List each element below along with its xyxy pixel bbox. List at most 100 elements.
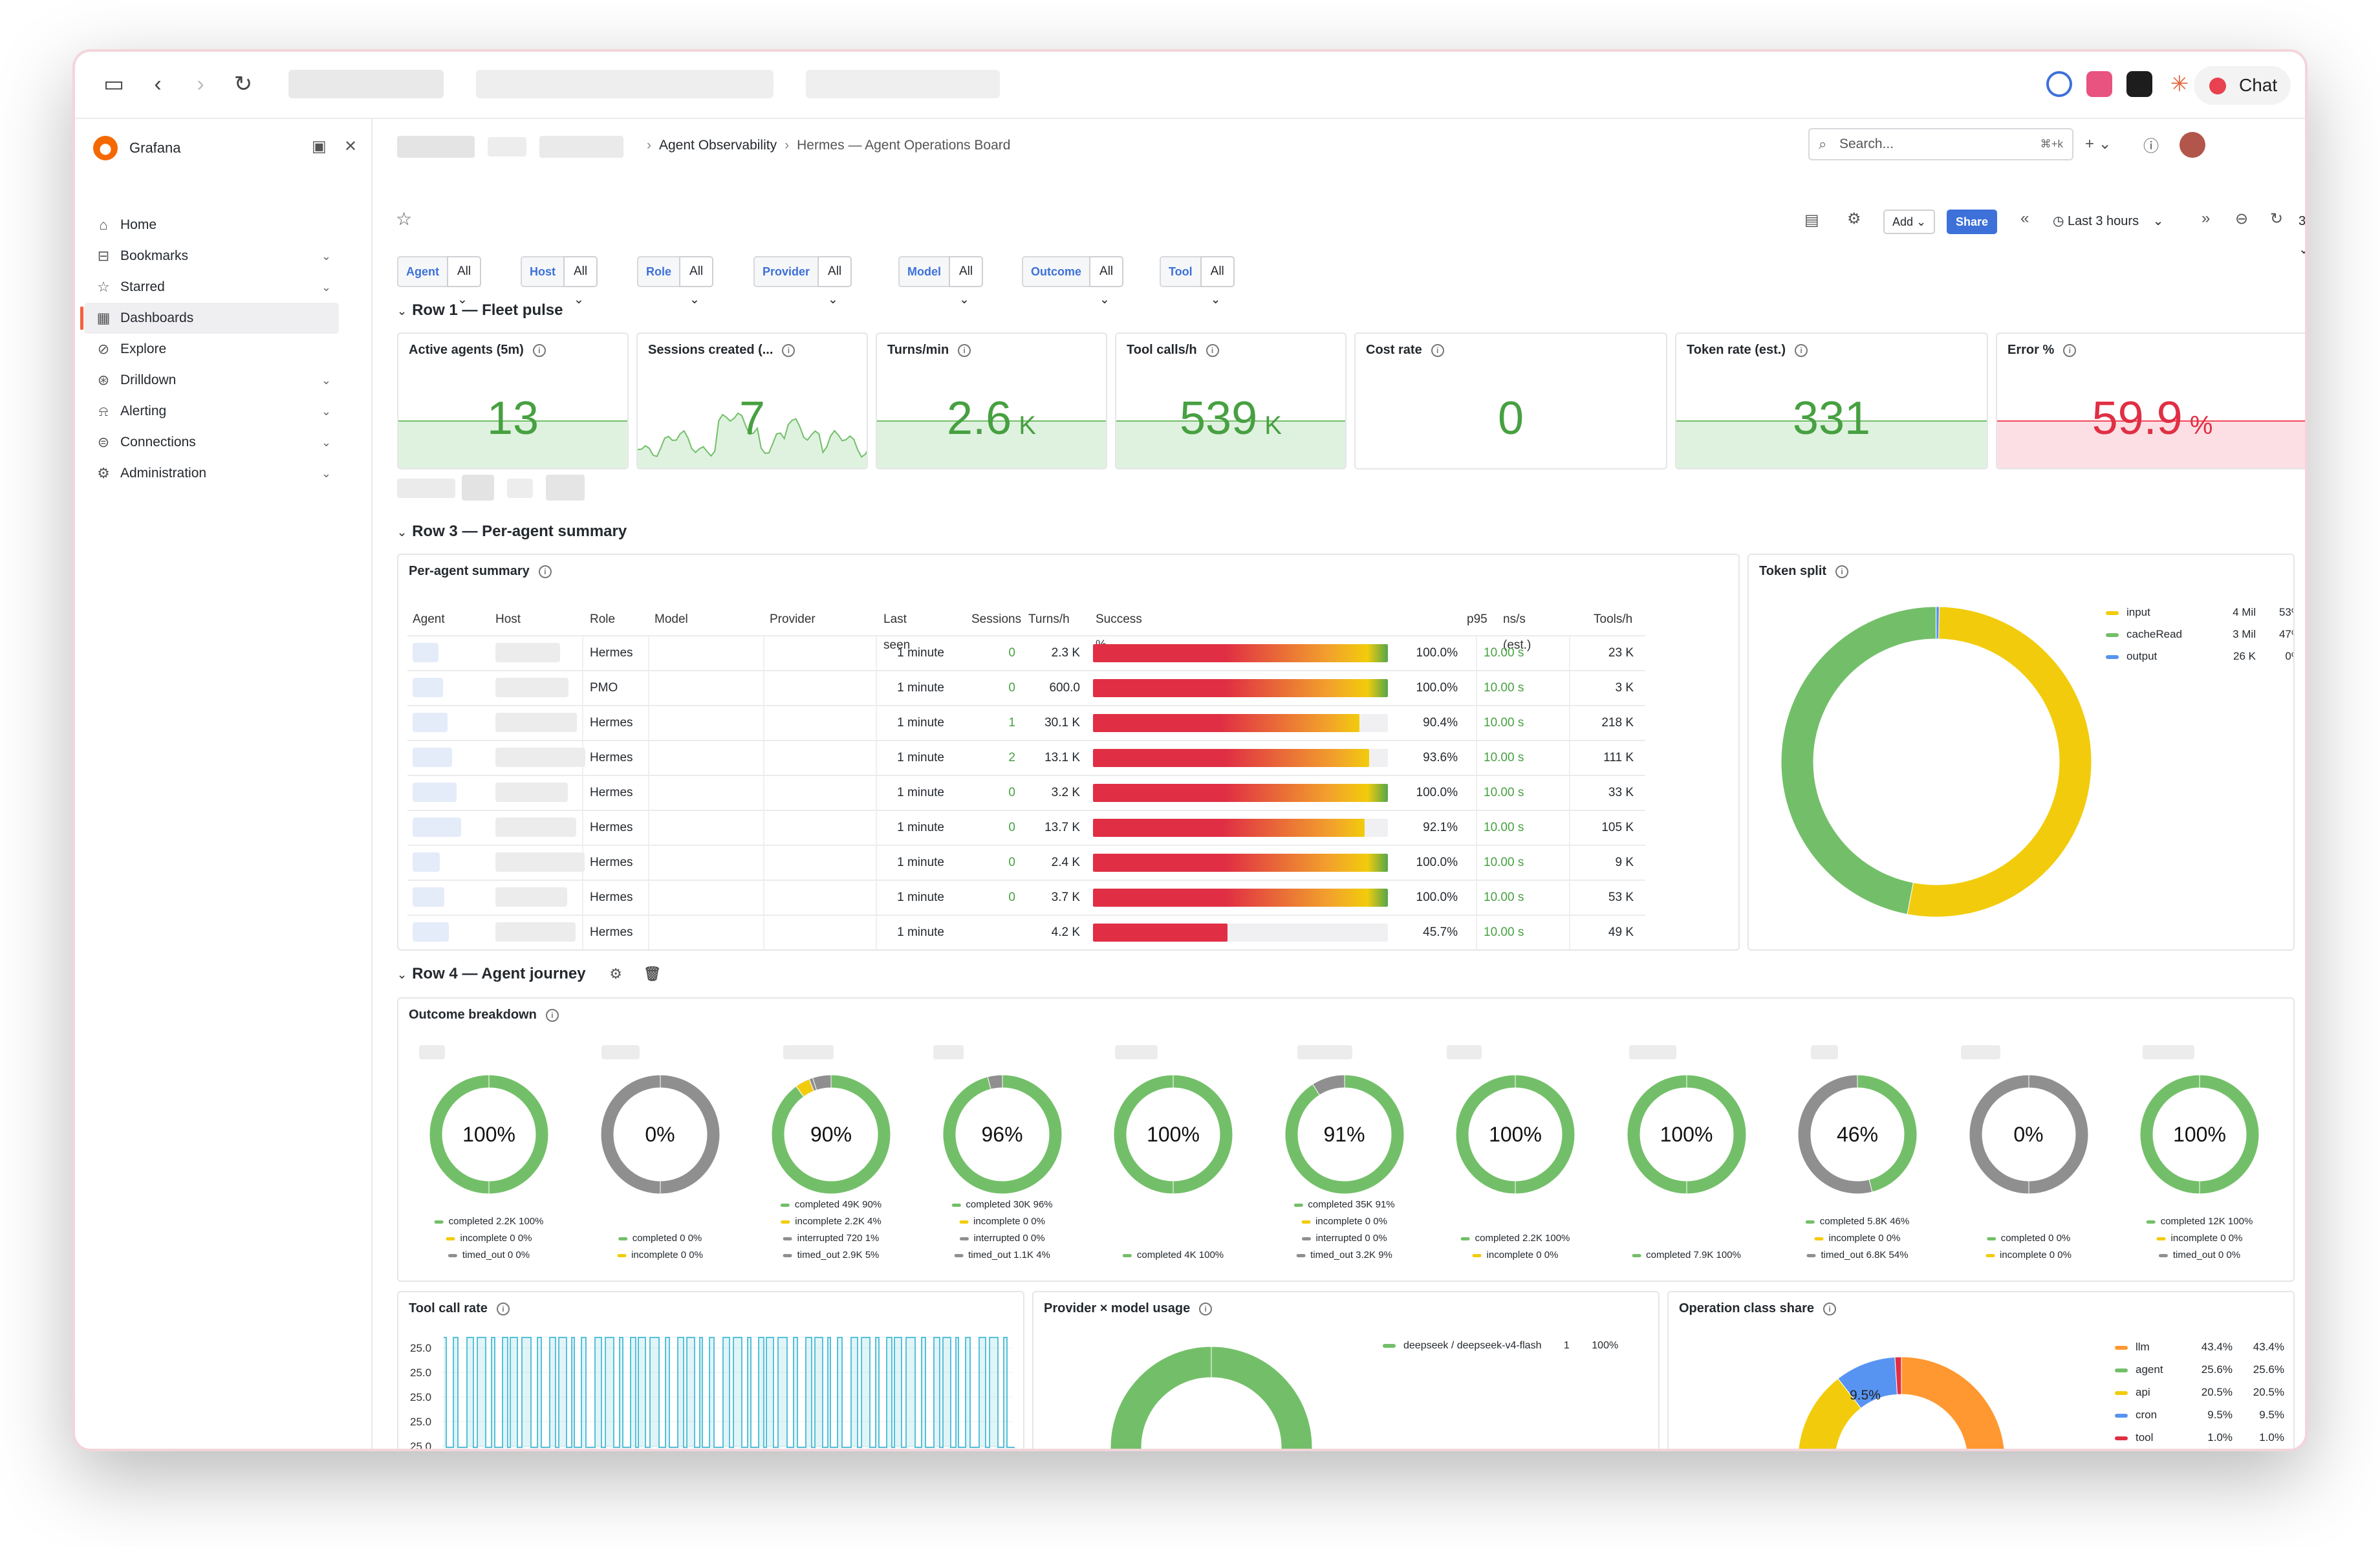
outcome-legend-item[interactable]: incomplete 0 0% [446,1230,532,1247]
outcome-slice[interactable] [2139,1074,2260,1195]
tool-rate-series[interactable] [444,1337,1015,1448]
outcome-donut[interactable]: 90% [755,1070,907,1199]
panel-title[interactable]: Token rate (est.) i [1687,343,1808,358]
panel-title[interactable]: Error % i [2007,343,2077,358]
provider-legend[interactable]: deepseek / deepseek-v4-flash 1 100% [1383,1335,1618,1357]
outcome-legend-item[interactable]: interrupted 720 1% [783,1230,879,1247]
column-header[interactable]: Turns/h [1028,612,1070,626]
operation-slice[interactable] [1901,1356,2005,1451]
table-row[interactable]: Hermes 1 minute 0 3.2 K 100.0% 10.00 s 33 K [407,775,1645,810]
sidebar-item-administration[interactable]: ⚙ Administration ⌄ [84,458,339,489]
outcome-legend-item[interactable]: completed 2.2K 100% [1460,1230,1570,1247]
panel-title[interactable]: Turns/min i [887,343,971,358]
password-manager-icon[interactable] [2046,71,2072,97]
outcome-legend-item[interactable]: completed 7.9K 100% [1632,1247,1741,1264]
filter-select[interactable]: All ⌄ [1200,256,1235,307]
outcome-legend-item[interactable]: interrupted 0 0% [1301,1230,1387,1247]
panel-title[interactable]: Tool call rate i [409,1301,510,1316]
outcome-legend-item[interactable]: timed_out 1.1K 4% [954,1247,1050,1264]
filter-select[interactable]: All ⌄ [1089,256,1124,307]
legend-item[interactable]: agent 25.6% 25.6% [2115,1359,2284,1381]
column-header[interactable]: Provider [770,612,816,626]
forward-icon[interactable]: › [197,72,204,96]
outcome-donut[interactable]: 46% [1781,1070,1934,1199]
row-delete-icon[interactable]: 🗑 [643,966,662,982]
brand[interactable]: Grafana [93,132,181,164]
legend-item[interactable]: llm 43.4% 43.4% [2115,1336,2284,1358]
filter-select[interactable]: All ⌄ [447,256,482,307]
outcome-donut[interactable]: 91% [1268,1070,1421,1199]
legend-item[interactable]: cron 9.5% 9.5% [2115,1404,2284,1426]
dock-menu-icon[interactable]: ▣ [312,138,327,155]
row-title-fleet-pulse[interactable]: ⌄ Row 1 — Fleet pulse [397,301,563,319]
panel-title[interactable]: Token split i [1759,564,1849,579]
outcome-slice[interactable] [1113,1074,1233,1195]
panel-title[interactable]: Tool calls/h i [1127,343,1219,358]
column-header[interactable]: Last seen [883,612,911,652]
table-row[interactable]: Hermes 1 minute 2 13.1 K 93.6% 10.00 s 111 K [407,740,1645,775]
time-forward-icon[interactable]: » [2202,210,2211,227]
outcome-legend-item[interactable]: incomplete 0 0% [1814,1230,1900,1247]
panel-title[interactable]: Operation class share i [1679,1301,1836,1316]
zoom-out-icon[interactable]: ⊖ [2235,210,2249,228]
outcome-legend-item[interactable]: completed 49K 90% [780,1196,882,1213]
table-row[interactable]: Hermes 1 minute 4.2 K 45.7% 10.00 s 49 K [407,914,1645,949]
table-row[interactable]: Hermes 1 minute 0 3.7 K 100.0% 10.00 s 53 K [407,880,1645,914]
outcome-legend-item[interactable]: completed 30K 96% [951,1196,1053,1213]
table-row[interactable]: Hermes 1 minute 0 13.7 K 92.1% 10.00 s 105 K [407,810,1645,845]
settings-icon[interactable]: ⚙ [1847,210,1861,228]
sidebar-item-bookmarks[interactable]: ⊟ Bookmarks ⌄ [84,241,339,272]
column-header[interactable]: Tools/h [1594,612,1633,626]
time-picker[interactable]: ◷ Last 3 hours ⌄ [2053,214,2164,228]
legend-item[interactable]: tool 1.0% 1.0% [2115,1427,2284,1449]
outcome-legend-item[interactable]: incomplete 0 0% [1985,1247,2072,1264]
outcome-donut[interactable]: 100% [1097,1070,1250,1199]
outcome-legend-item[interactable]: incomplete 0 0% [617,1247,703,1264]
column-header[interactable]: Host [495,612,521,626]
chevron-down-icon[interactable]: ⌄ [321,436,331,449]
outcome-legend-item[interactable]: interrupted 0 0% [959,1230,1045,1247]
url-bar[interactable] [288,70,444,98]
token-slice[interactable] [1780,607,1937,915]
outcome-legend-item[interactable]: completed 2.2K 100% [434,1213,543,1230]
outcome-legend-item[interactable]: timed_out 6.8K 54% [1806,1247,1909,1264]
extension-icon[interactable] [2086,71,2112,97]
outcome-legend-item[interactable]: completed 0 0% [618,1230,702,1247]
outcome-donut[interactable]: 0% [584,1070,737,1199]
column-header[interactable]: Success % [1096,612,1142,652]
outcome-donut[interactable]: 100% [413,1070,565,1199]
filter-select[interactable]: All ⌄ [817,256,852,307]
outcome-slice[interactable] [987,1074,1002,1090]
save-icon[interactable]: ▤ [1804,211,1819,229]
table-row[interactable]: PMO 1 minute 0 600.0 100.0% 10.00 s 3 K [407,670,1645,705]
star-icon[interactable]: ☆ [396,209,413,229]
table-row[interactable]: Hermes 1 minute 0 2.3 K 100.0% 10.00 s 23 K [407,635,1645,670]
chevron-down-icon[interactable]: ⌄ [321,250,331,263]
outcome-legend-item[interactable]: incomplete 2.2K 4% [781,1213,882,1230]
panel-title[interactable]: Per-agent summary i [409,564,552,579]
table-row[interactable]: Hermes 1 minute 1 30.1 K 90.4% 10.00 s 218 K [407,705,1645,740]
filter-select[interactable]: All ⌄ [563,256,598,307]
row-settings-icon[interactable]: ⚙ [609,966,622,982]
column-header[interactable]: p95 [1467,612,1488,626]
token-slice[interactable] [1936,607,1940,640]
outcome-legend-item[interactable]: completed 5.8K 46% [1805,1213,1909,1230]
outcome-slice[interactable] [1627,1074,1746,1195]
sidebar-item-starred[interactable]: ☆ Starred ⌄ [84,272,339,303]
filter-select[interactable]: All ⌄ [949,256,984,307]
filter-select[interactable]: All ⌄ [679,256,714,307]
chevron-down-icon[interactable]: ⌄ [321,405,331,418]
outcome-slice[interactable] [942,1074,1062,1195]
row-title-agent-journey[interactable]: ⌄ Row 4 — Agent journey ⚙ 🗑 [397,965,662,982]
chat-button[interactable]: Chat [2194,66,2291,105]
outcome-legend-item[interactable]: completed 4K 100% [1122,1247,1224,1264]
column-header[interactable]: Role [590,612,616,626]
back-icon[interactable]: ‹ [154,72,162,96]
outcome-legend-item[interactable]: timed_out 2.9K 5% [783,1247,879,1264]
row-title-per-agent-summary[interactable]: ⌄ Row 3 — Per-agent summary [397,523,627,540]
outcome-donut[interactable]: 100% [1439,1070,1592,1199]
close-icon[interactable]: ✕ [344,138,358,155]
outcome-legend-item[interactable]: completed 0 0% [1986,1230,2070,1247]
